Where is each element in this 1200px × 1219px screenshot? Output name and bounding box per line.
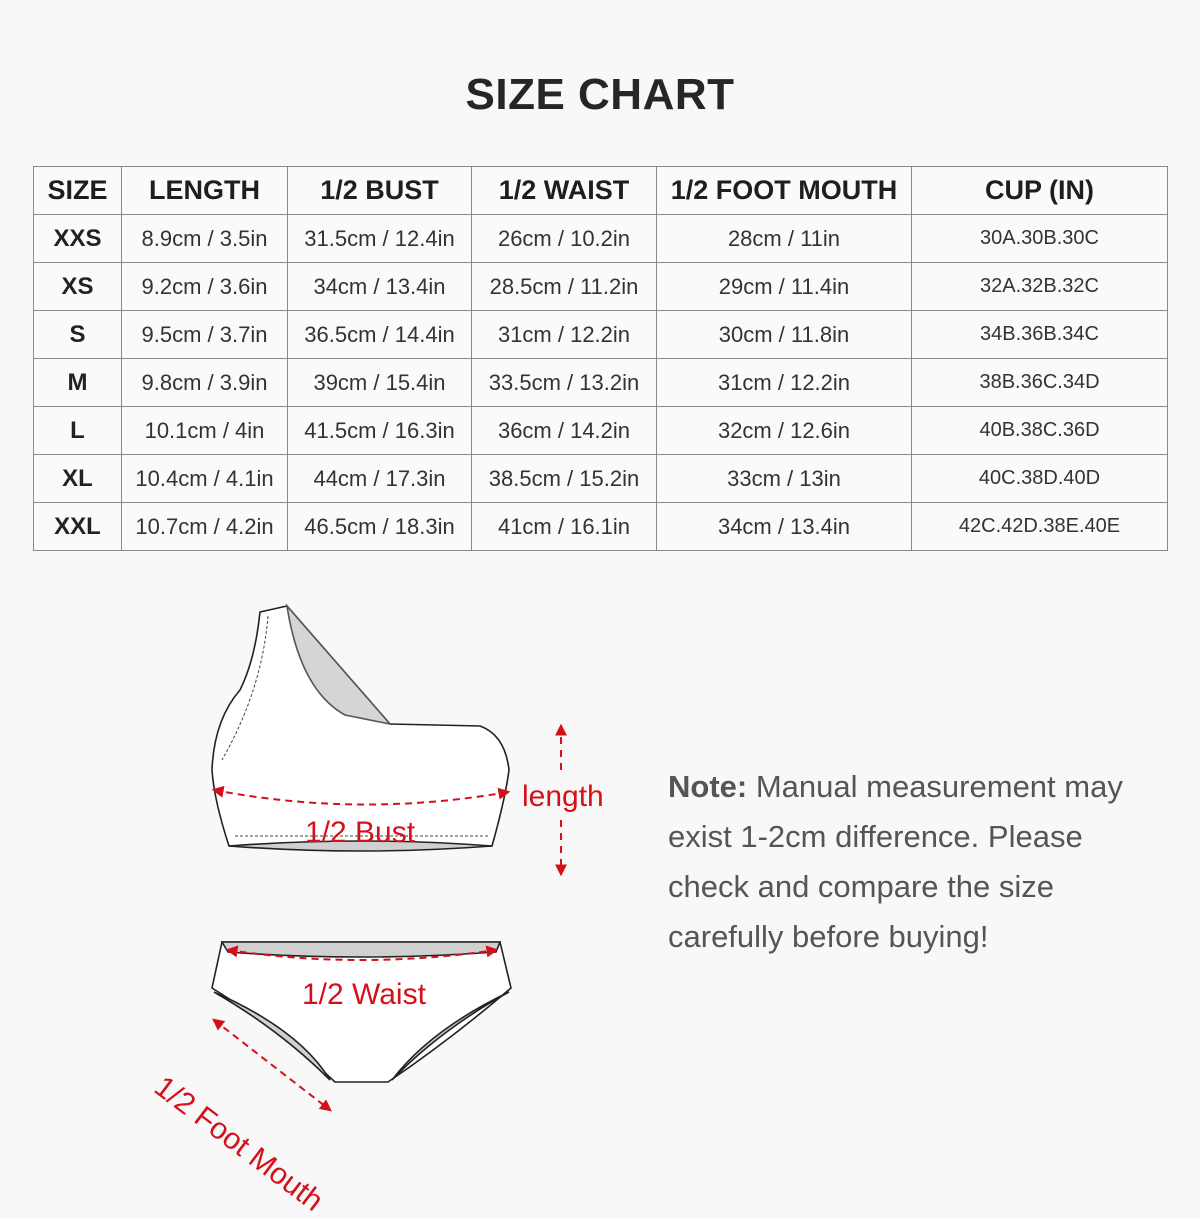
size-cell: XXL — [33, 502, 122, 551]
table-row: L 10.1cm / 4in 41.5cm / 16.3in 36cm / 14.2i… — [33, 406, 1168, 455]
table-cell: 31cm / 12.2in — [471, 310, 657, 359]
column-header: 1/2 BUST — [287, 166, 472, 215]
table-row: XXL 10.7cm / 4.2in 46.5cm / 18.3in 41cm / 1… — [33, 502, 1168, 551]
table-row: XL 10.4cm / 4.1in 44cm / 17.3in 38.5cm / 15… — [33, 454, 1168, 503]
bottom-garment-illustration — [211, 941, 512, 1083]
foot-mouth-arrow — [212, 1018, 332, 1112]
table-cell: 9.8cm / 3.9in — [121, 358, 288, 407]
table-cell: 40B.38C.36D — [911, 406, 1168, 455]
table-cell: 44cm / 17.3in — [287, 454, 472, 503]
column-header: CUP (IN) — [911, 166, 1168, 215]
table-row: XS 9.2cm / 3.6in 34cm / 13.4in 28.5cm / 11.… — [33, 262, 1168, 311]
table-cell: 33.5cm / 13.2in — [471, 358, 657, 407]
table-cell: 8.9cm / 3.5in — [121, 214, 288, 263]
note-body: Manual measurement may exist 1-2cm diffe… — [668, 769, 1123, 954]
size-cell: L — [33, 406, 122, 455]
table-row: XXS 8.9cm / 3.5in 31.5cm / 12.4in 26cm / 10… — [33, 214, 1168, 263]
table-header-row: SIZE LENGTH 1/2 BUST 1/2 WAIST 1/2 FOOT MOUT… — [33, 166, 1168, 215]
table-cell: 32A.32B.32C — [911, 262, 1168, 311]
table-cell: 40C.38D.40D — [911, 454, 1168, 503]
table-cell: 29cm / 11.4in — [656, 262, 912, 311]
table-cell: 38.5cm / 15.2in — [471, 454, 657, 503]
note-label: Note: — [668, 769, 748, 804]
bust-label: 1/2 Bust — [305, 816, 416, 849]
table-cell: 46.5cm / 18.3in — [287, 502, 472, 551]
table-cell: 41cm / 16.1in — [471, 502, 657, 551]
table-row: M 9.8cm / 3.9in 39cm / 15.4in 33.5cm / 13.2… — [33, 358, 1168, 407]
size-cell: S — [33, 310, 122, 359]
table-cell: 34B.36B.34C — [911, 310, 1168, 359]
table-cell: 41.5cm / 16.3in — [287, 406, 472, 455]
table-cell: 26cm / 10.2in — [471, 214, 657, 263]
bust-arrow — [211, 785, 511, 806]
top-garment-illustration — [211, 603, 510, 852]
table-cell: 36cm / 14.2in — [471, 406, 657, 455]
table-row: S 9.5cm / 3.7in 36.5cm / 14.4in 31cm / 12.2… — [33, 310, 1168, 359]
length-label: length — [522, 780, 604, 813]
column-header: SIZE — [33, 166, 122, 215]
waist-arrow — [225, 945, 499, 961]
table-cell: 36.5cm / 14.4in — [287, 310, 472, 359]
table-cell: 10.4cm / 4.1in — [121, 454, 288, 503]
table-cell: 33cm / 13in — [656, 454, 912, 503]
note-text: Note: Manual measurement may exist 1-2cm… — [668, 762, 1168, 962]
table-cell: 42C.42D.38E.40E — [911, 502, 1168, 551]
column-header: 1/2 FOOT MOUTH — [656, 166, 912, 215]
table-cell: 9.2cm / 3.6in — [121, 262, 288, 311]
waist-label: 1/2 Waist — [302, 978, 426, 1011]
table-cell: 31.5cm / 12.4in — [287, 214, 472, 263]
table-cell: 38B.36C.34D — [911, 358, 1168, 407]
table-cell: 10.7cm / 4.2in — [121, 502, 288, 551]
table-cell: 34cm / 13.4in — [656, 502, 912, 551]
table-cell: 28cm / 11in — [656, 214, 912, 263]
page-title: SIZE CHART — [465, 70, 735, 119]
size-table: SIZE LENGTH 1/2 BUST 1/2 WAIST 1/2 FOOT MOUT… — [33, 166, 1168, 551]
table-cell: 28.5cm / 11.2in — [471, 262, 657, 311]
table-cell: 30cm / 11.8in — [656, 310, 912, 359]
